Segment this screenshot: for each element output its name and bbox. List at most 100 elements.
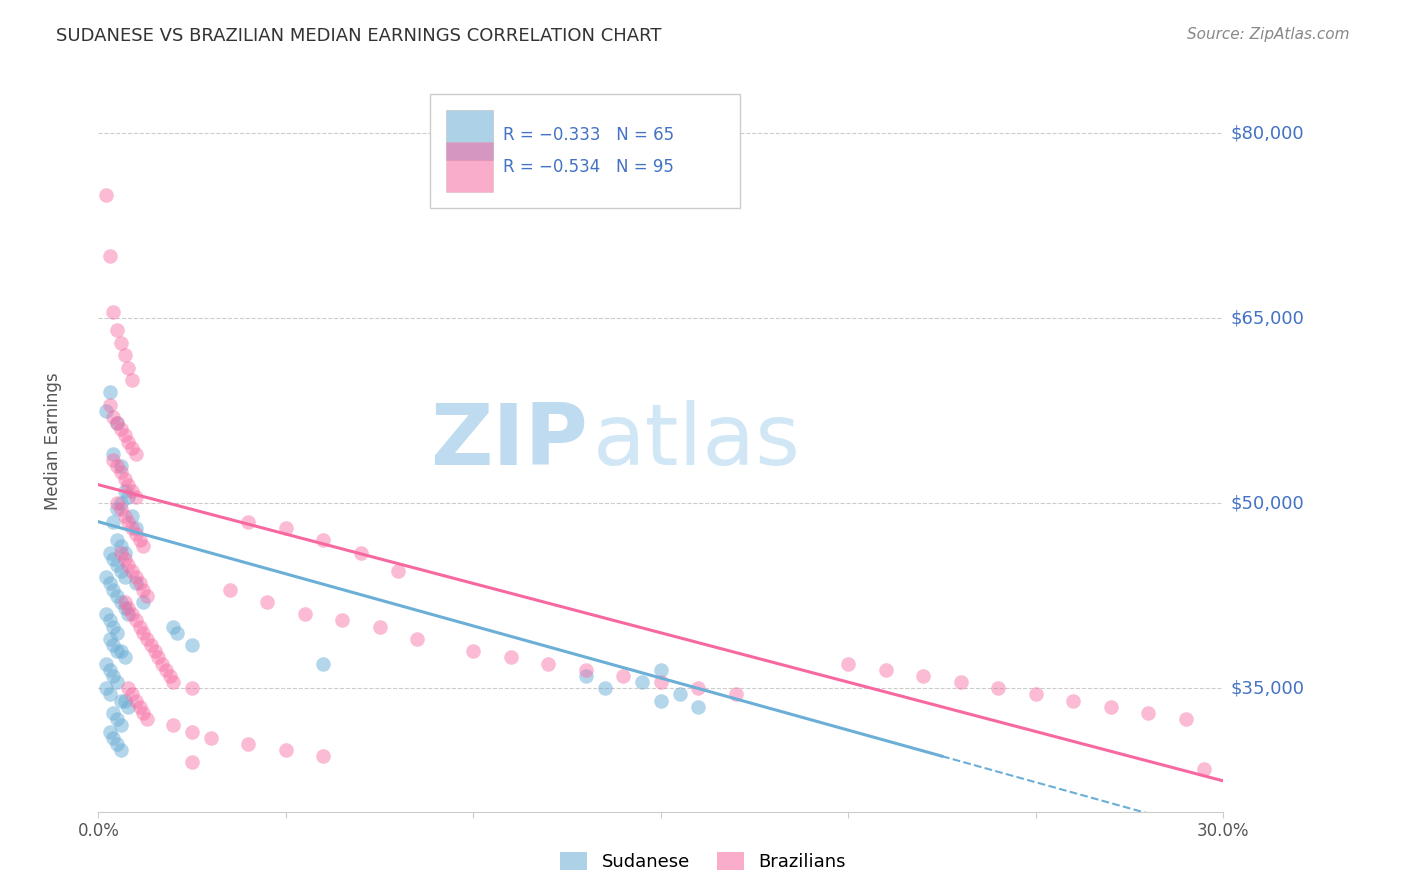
Point	[312, 749, 335, 764]
Point	[121, 373, 143, 387]
Point	[125, 527, 148, 541]
Point	[1137, 706, 1160, 720]
Point	[114, 570, 136, 584]
Point	[350, 546, 373, 560]
Point	[105, 324, 128, 338]
Point	[94, 681, 117, 696]
Point	[105, 416, 128, 430]
Point	[110, 644, 132, 658]
Point	[1174, 712, 1197, 726]
Point	[103, 453, 125, 467]
Point	[837, 657, 859, 671]
Point	[110, 718, 132, 732]
Point	[103, 305, 125, 319]
Point	[114, 428, 136, 442]
Point	[1062, 694, 1084, 708]
Point	[103, 706, 125, 720]
Point	[688, 681, 710, 696]
Point	[110, 564, 132, 578]
Point	[312, 533, 335, 548]
Point	[121, 564, 143, 578]
Point	[121, 688, 143, 702]
Point	[114, 546, 136, 560]
Point	[110, 335, 132, 350]
Legend: Sudanese, Brazilians: Sudanese, Brazilians	[553, 845, 853, 879]
Point	[98, 576, 121, 591]
Point	[1099, 699, 1122, 714]
Point	[114, 348, 136, 362]
Point	[181, 724, 204, 739]
Point	[132, 595, 155, 609]
Point	[105, 502, 128, 516]
Point	[128, 533, 150, 548]
Point	[105, 416, 128, 430]
Point	[155, 663, 177, 677]
Point	[114, 471, 136, 485]
Point	[132, 582, 155, 597]
Point	[110, 502, 132, 516]
Point	[105, 675, 128, 690]
Point	[103, 669, 125, 683]
Point	[114, 694, 136, 708]
Point	[117, 699, 139, 714]
Point	[139, 638, 162, 652]
Point	[125, 447, 148, 461]
Text: $35,000: $35,000	[1230, 680, 1305, 698]
Point	[406, 632, 429, 646]
Point	[117, 360, 139, 375]
Point	[125, 614, 148, 628]
FancyBboxPatch shape	[446, 142, 494, 192]
Point	[114, 601, 136, 615]
Point	[98, 663, 121, 677]
Point	[238, 515, 260, 529]
Point	[136, 589, 159, 603]
Point	[110, 694, 132, 708]
Point	[688, 699, 710, 714]
FancyBboxPatch shape	[430, 94, 740, 209]
Point	[98, 546, 121, 560]
Point	[117, 434, 139, 449]
Point	[294, 607, 316, 622]
Point	[103, 619, 125, 633]
Text: $80,000: $80,000	[1230, 124, 1305, 142]
Point	[200, 731, 222, 745]
Point	[128, 576, 150, 591]
Text: SUDANESE VS BRAZILIAN MEDIAN EARNINGS CORRELATION CHART: SUDANESE VS BRAZILIAN MEDIAN EARNINGS CO…	[56, 27, 662, 45]
Point	[125, 490, 148, 504]
Point	[103, 551, 125, 566]
Point	[110, 540, 132, 554]
Point	[105, 737, 128, 751]
Point	[132, 540, 155, 554]
Point	[98, 688, 121, 702]
Point	[463, 644, 485, 658]
Point	[875, 663, 897, 677]
Point	[274, 743, 297, 757]
Point	[110, 466, 132, 480]
Point	[114, 483, 136, 498]
Point	[94, 657, 117, 671]
Point	[575, 663, 598, 677]
Point	[312, 657, 335, 671]
Point	[125, 694, 148, 708]
Point	[650, 663, 672, 677]
Point	[650, 694, 672, 708]
Point	[121, 483, 143, 498]
Point	[94, 403, 117, 417]
Point	[114, 650, 136, 665]
Point	[136, 632, 159, 646]
Point	[105, 589, 128, 603]
Point	[256, 595, 278, 609]
Point	[117, 681, 139, 696]
Point	[105, 644, 128, 658]
Point	[103, 582, 125, 597]
Point	[162, 619, 184, 633]
Point	[132, 625, 155, 640]
Point	[105, 558, 128, 572]
Point	[499, 650, 522, 665]
Point	[98, 398, 121, 412]
Point	[218, 582, 240, 597]
Text: $65,000: $65,000	[1230, 310, 1305, 327]
Point	[128, 699, 150, 714]
Point	[537, 657, 560, 671]
Point	[105, 533, 128, 548]
